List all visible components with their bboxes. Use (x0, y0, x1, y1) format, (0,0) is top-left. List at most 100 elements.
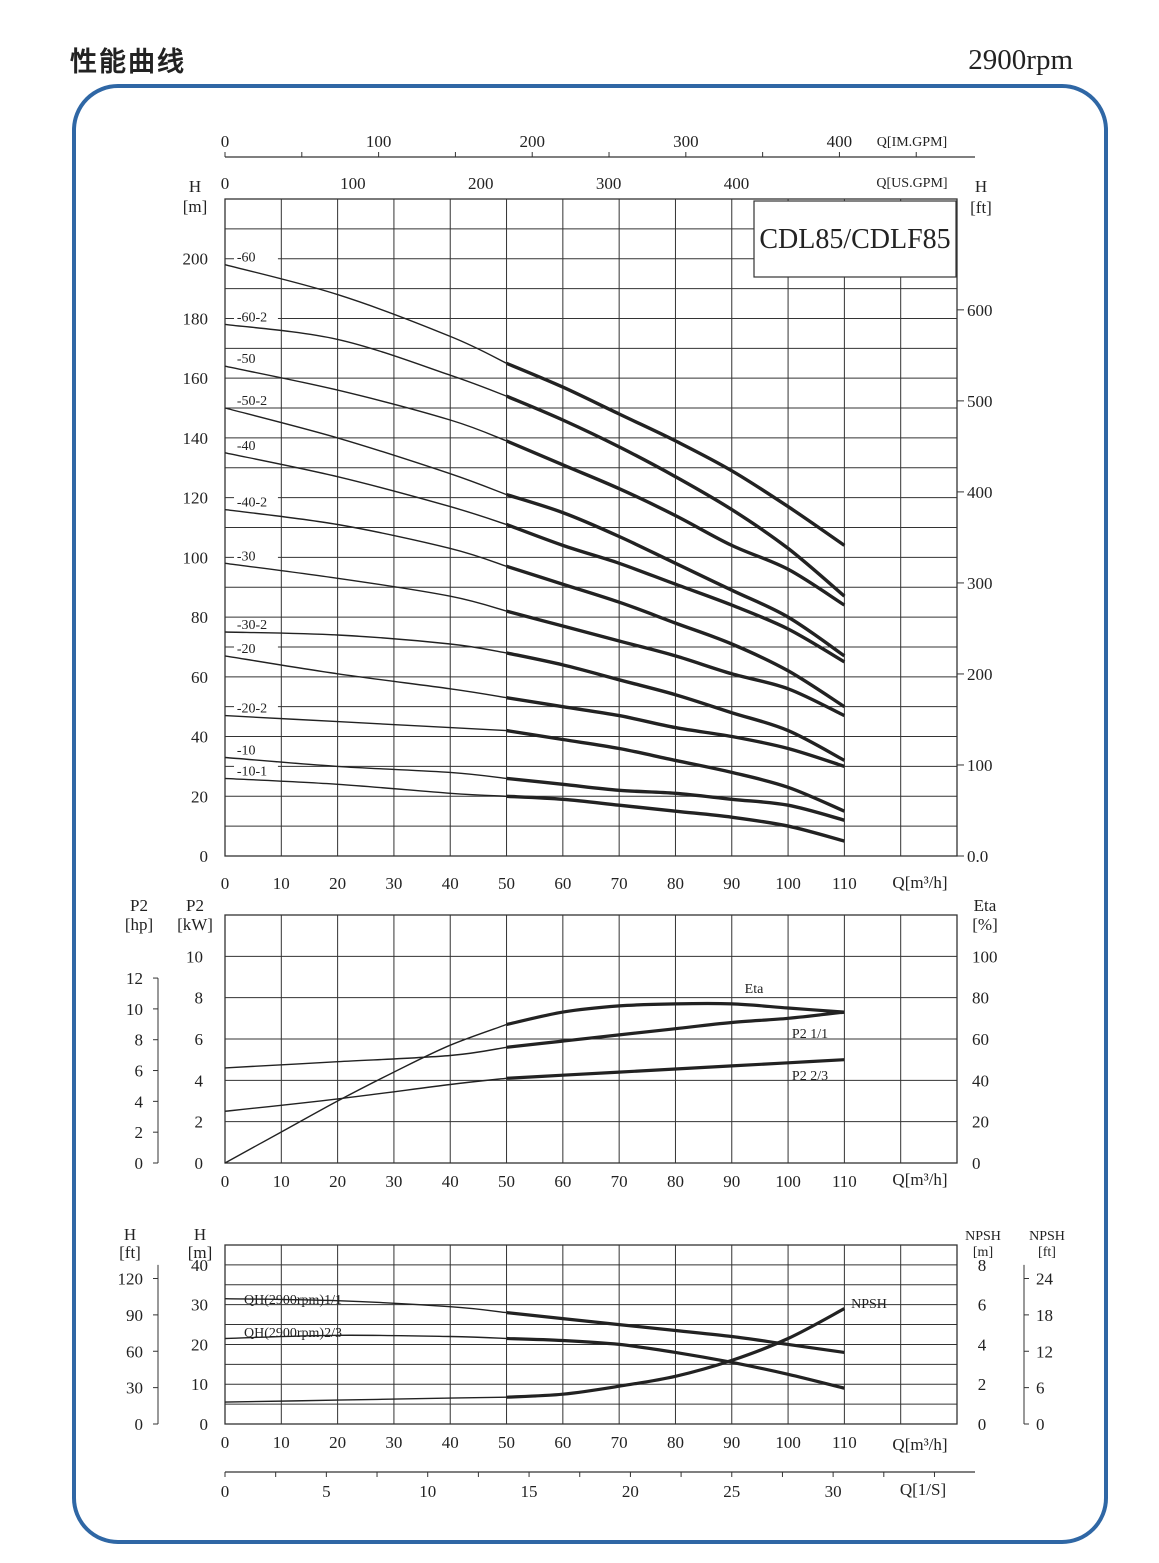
m-tick-label: 10 (191, 1375, 208, 1394)
x-tick-label: 20 (329, 874, 346, 893)
x-tick-label: 90 (723, 1433, 740, 1452)
x-tick-label: 110 (832, 1433, 857, 1452)
ft-tick-label: 60 (126, 1342, 143, 1361)
ls-tick-label: 0 (221, 1482, 230, 1501)
kw-axis-label-unit: [kW] (177, 915, 213, 934)
curve--40-2-thin (224, 508, 507, 567)
x-tick-label: 50 (498, 874, 515, 893)
im-gpm-label: Q[IM.GPM] (877, 135, 947, 150)
m-tick-label: 20 (191, 1335, 208, 1354)
curve-label-bg (234, 764, 278, 778)
eta-tick-label: 40 (972, 1071, 989, 1090)
model-box (753, 200, 957, 278)
x-tick-label: 100 (775, 1172, 801, 1191)
x-tick-label: 30 (385, 1433, 402, 1452)
x-tick-label: 0 (221, 1172, 230, 1191)
curve-QH(2900rpm)1/1-thin (224, 1298, 507, 1314)
npsh-ft-tick-label: 0 (1036, 1415, 1045, 1434)
curve--20-thin (224, 655, 507, 699)
y-axis-label-unit: [m] (183, 197, 208, 216)
curve-label-bg (234, 394, 278, 408)
curve-label-bg (234, 310, 278, 324)
curve-NPSH (506, 1307, 846, 1399)
curve-Eta (506, 1001, 845, 1027)
kw-tick-label: 6 (195, 1030, 204, 1049)
x-axis-label: Q[m³/h] (892, 873, 947, 892)
curve--50-thin (224, 365, 507, 442)
y-right-tick-label: 600 (967, 301, 993, 320)
chart-frame (72, 84, 1108, 1544)
curve--40-2 (505, 564, 846, 709)
y-right-axis-label-unit: [ft] (970, 198, 992, 217)
npsh-ft-label: NPSH (1029, 1229, 1065, 1244)
eta-tick-label: 20 (972, 1113, 989, 1132)
eta-axis-label-letter: Eta (974, 896, 997, 915)
m-tick-label: 0 (200, 1415, 209, 1434)
series-label-qh-full: QH(2900rpm)1/1 (244, 1293, 342, 1308)
npsh-m-tick-label: 8 (978, 1256, 987, 1275)
qh-chart: 0 100 200 300 400 Q[IM.GPM]0 100 200 300 400 Q[US.… (183, 132, 993, 893)
model-label: CDL85/CDLF85 (759, 224, 950, 255)
npsh-m-tick-label: 2 (978, 1375, 987, 1394)
curve--60 (505, 361, 846, 547)
us-gpm-tick-label: 0 (221, 174, 230, 193)
x-tick-label: 110 (832, 1172, 857, 1191)
curve-QH(2900rpm)2/3-thin (224, 1334, 507, 1340)
y-right-tick-label: 100 (967, 756, 993, 775)
y-tick-label: 60 (191, 668, 208, 687)
x-tick-label: 40 (442, 1172, 459, 1191)
npsh-ft-unit: [ft] (1038, 1245, 1056, 1260)
curve--50-2-thin (224, 407, 507, 496)
curve--20 (506, 696, 845, 769)
y-tick-label: 120 (183, 489, 209, 508)
us-gpm-tick-label: 300 (596, 174, 622, 193)
hp-axis-label-unit: [hp] (125, 915, 153, 934)
ls-tick-label: 5 (322, 1482, 331, 1501)
curve-label-bg (234, 701, 278, 715)
ft-tick-label: 30 (126, 1379, 143, 1398)
npsh-m-tick-label: 0 (978, 1415, 987, 1434)
kw-tick-label: 2 (195, 1113, 204, 1132)
curve--60-2 (505, 394, 846, 598)
x-tick-label: 90 (723, 874, 740, 893)
plot-area (224, 1244, 958, 1425)
curve--30-thin (224, 562, 507, 612)
npsh-m-unit: [m] (973, 1245, 993, 1260)
hp-tick-label: 8 (135, 1031, 144, 1050)
x-tick-label: 100 (775, 1433, 801, 1452)
curve--60-thin (224, 264, 507, 364)
ls-tick-label: 25 (723, 1482, 740, 1501)
hp-axis-label-letter: P2 (130, 896, 148, 915)
curve--30-2-thin (224, 631, 507, 654)
x-tick-label: 80 (667, 1172, 684, 1191)
x-tick-label: 110 (832, 874, 857, 893)
curve-label: -40 (237, 439, 256, 454)
x-tick-label: 100 (775, 874, 801, 893)
y-right-tick-label: 400 (967, 483, 993, 502)
x-axis-label: Q[m³/h] (892, 1435, 947, 1454)
curve--10-1-thin (224, 777, 507, 797)
hp-tick-label: 2 (135, 1123, 144, 1142)
x-tick-label: 30 (385, 874, 402, 893)
curve--50-2 (505, 492, 846, 658)
curve-label: -60 (237, 251, 256, 266)
x-tick-label: 70 (611, 1433, 628, 1452)
curve-label: -60-2 (237, 310, 267, 325)
curve-P2 1/1-thin (224, 1046, 507, 1069)
curve-QH(2900rpm)1/1 (506, 1311, 845, 1354)
curve--40-thin (224, 452, 507, 526)
curve-label-bg (234, 743, 278, 757)
curve-label-bg (234, 438, 278, 452)
x-tick-label: 50 (498, 1433, 515, 1452)
ls-axis-label: Q[1/S] (900, 1480, 946, 1499)
npsh-ft-tick-label: 12 (1036, 1342, 1053, 1361)
x-tick-label: 70 (611, 874, 628, 893)
curve--20-2-thin (224, 714, 507, 732)
curve-P2 1/1 (506, 1010, 845, 1049)
m-tick-label: 40 (191, 1256, 208, 1275)
curve-label-bg (234, 641, 278, 655)
x-axis-label: Q[m³/h] (892, 1170, 947, 1189)
kw-tick-label: 4 (195, 1071, 204, 1090)
x-tick-label: 0 (221, 874, 230, 893)
